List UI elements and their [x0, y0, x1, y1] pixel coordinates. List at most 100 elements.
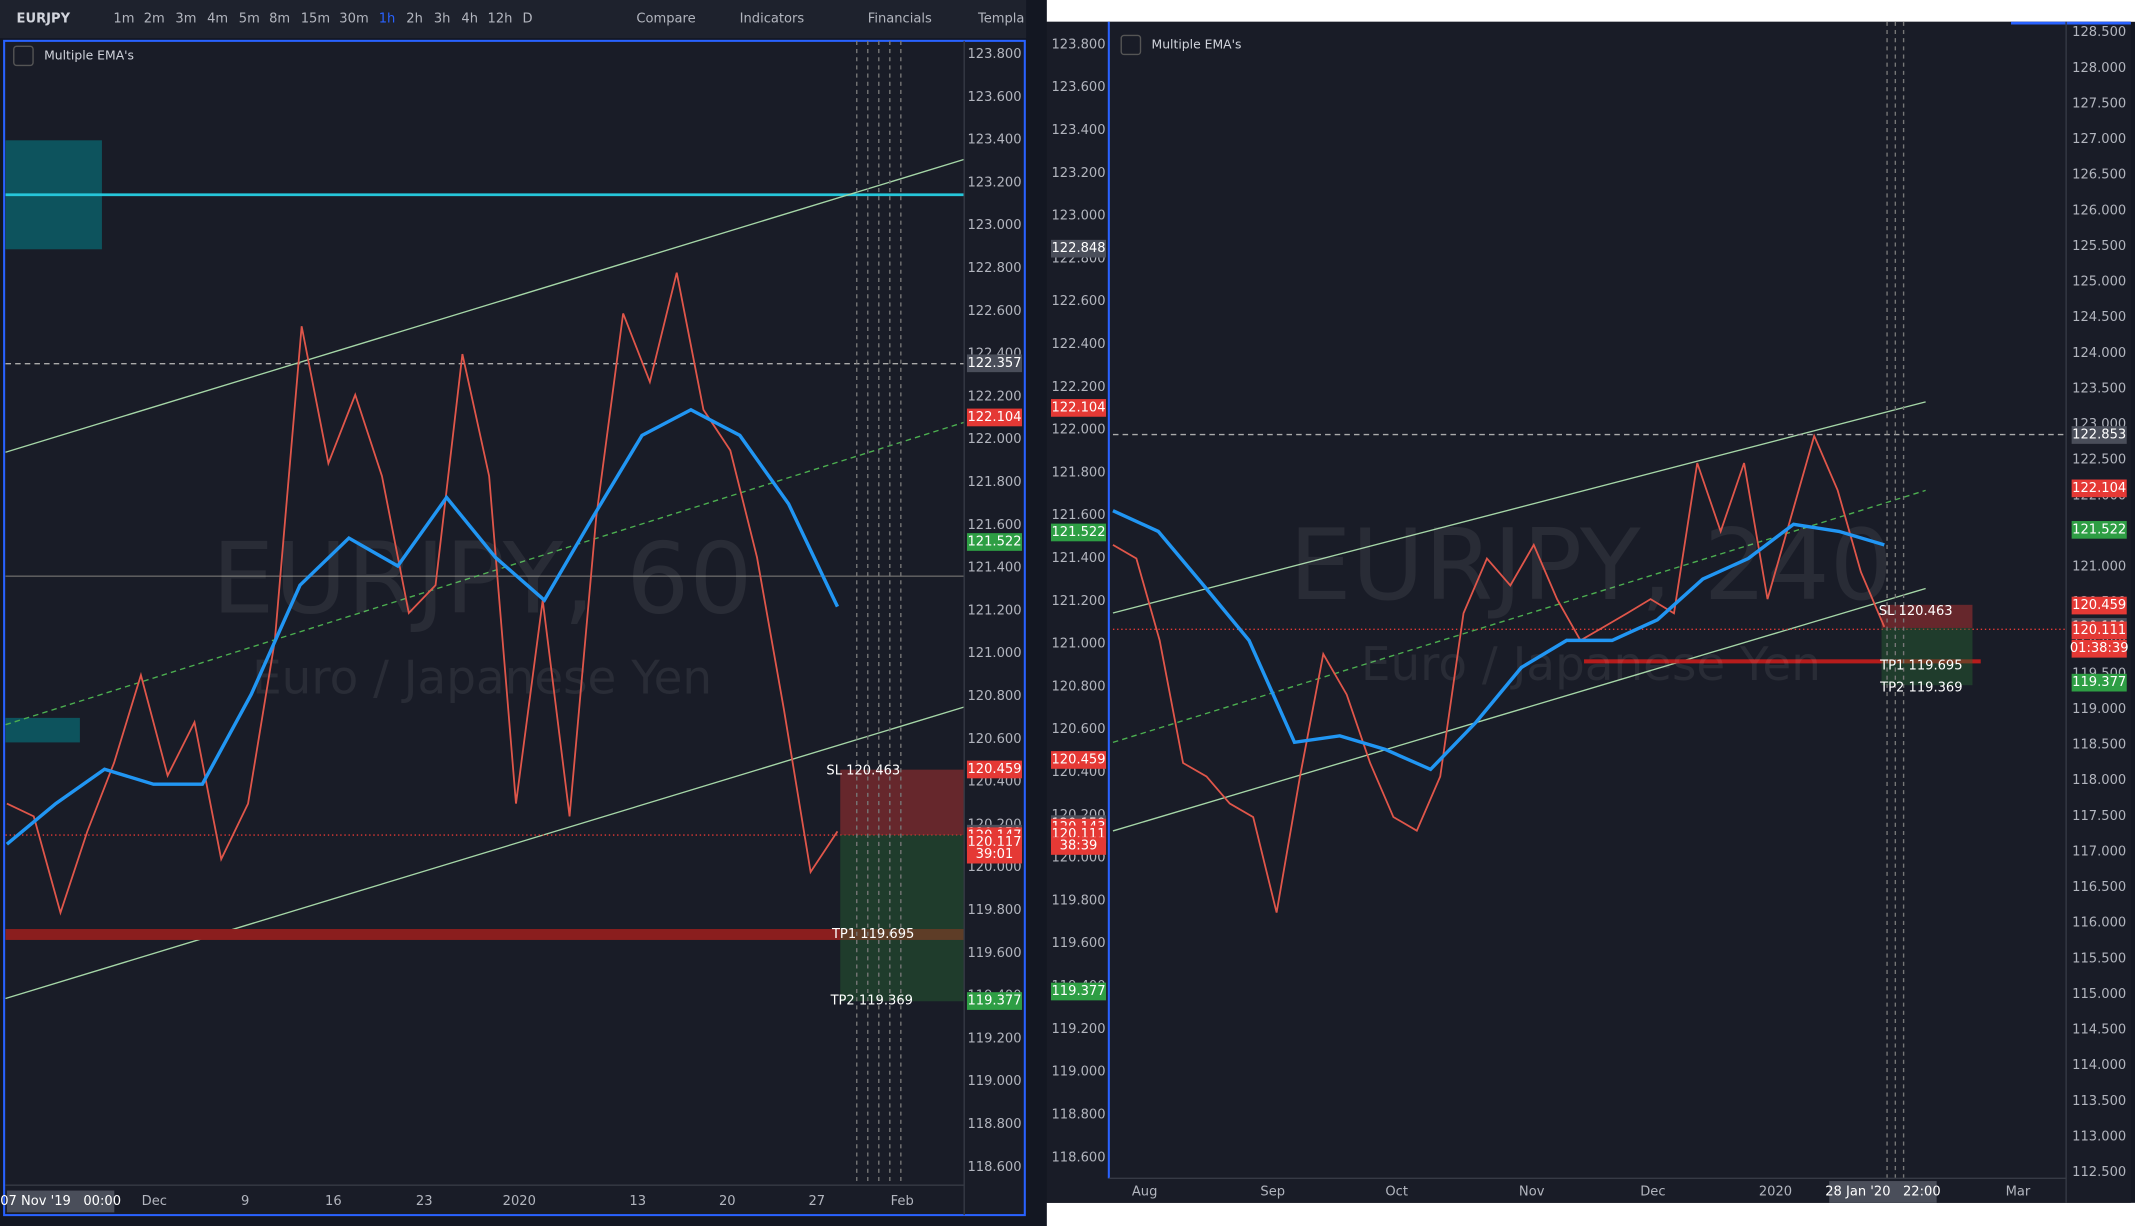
x-tick-label: 16	[325, 1194, 342, 1209]
symbol[interactable]: EURJPY	[17, 12, 71, 27]
y-tick-label: 126.000	[2072, 203, 2126, 218]
interval-button[interactable]: 2m	[144, 12, 165, 27]
zone-box	[5, 717, 80, 743]
interval-button[interactable]: 3m	[175, 12, 196, 27]
interval-button[interactable]: 3h	[434, 12, 451, 27]
price-label: 122.357	[967, 356, 1021, 371]
price-label-box	[966, 533, 1023, 551]
interval-button[interactable]: 2h	[406, 12, 423, 27]
price-label-box	[2071, 673, 2127, 692]
y-tick-label: 121.800	[967, 475, 1021, 490]
y-tick-label: 116.500	[2072, 880, 2126, 895]
countdown-box	[2071, 639, 2127, 658]
y-tick-label: 119.600	[967, 946, 1021, 961]
price-label: 119.377	[1051, 984, 1105, 999]
y-tick-label: 117.000	[2072, 845, 2126, 860]
price-label-box	[966, 992, 1023, 1010]
y-tick-label: 118.600	[1051, 1150, 1105, 1165]
y-tick-label: 113.000	[2072, 1130, 2126, 1145]
y-tick-label: 120.600	[967, 732, 1021, 747]
y-tick-label: 123.400	[1051, 123, 1105, 138]
cursor-date: 07 Nov '19 00:00	[0, 1194, 121, 1209]
price-line	[6, 272, 839, 916]
y-tick-label: 114.000	[2072, 1058, 2126, 1073]
price-label: 120.459	[2072, 598, 2126, 613]
support-band	[1584, 659, 1981, 664]
top-strip	[1046, 0, 2135, 22]
order-label: TP1 119.695	[1879, 659, 1962, 674]
toolbar-button[interactable]: Financials	[868, 12, 932, 27]
y-tick-label: 121.000	[967, 646, 1021, 661]
y-tick-label: 118.000	[2072, 773, 2126, 788]
price-label: 119.377	[2072, 675, 2126, 690]
y-tick-label: 118.600	[967, 1160, 1021, 1175]
y-tick-label: 123.400	[967, 133, 1021, 148]
y-tick-label: 120.400	[1051, 765, 1105, 780]
y-tick-label: 121.000	[1051, 637, 1105, 652]
x-tick-label: Dec	[1640, 1184, 1665, 1199]
toolbar-button[interactable]: Compare	[636, 12, 695, 27]
x-tick-label: 27	[808, 1194, 825, 1209]
toolbar-button[interactable]: Templa	[977, 12, 1024, 27]
price-label: 122.848	[1051, 241, 1105, 256]
interval-button[interactable]: 12h	[488, 12, 513, 27]
price-label: 122.104	[2072, 481, 2126, 496]
price-label: 122.853	[2072, 428, 2126, 443]
countdown: 39:01	[976, 847, 1014, 862]
price-label: 119.377	[967, 994, 1021, 1009]
toolbar-button[interactable]: Indicators	[740, 12, 805, 27]
countdown: 01:38:39	[2070, 641, 2129, 656]
price-label: 120.111	[2072, 623, 2126, 638]
interval-button[interactable]: 4h	[461, 12, 478, 27]
interval-button[interactable]: 1m	[113, 12, 134, 27]
x-tick-label: Feb	[891, 1194, 914, 1209]
order-label: TP2 119.369	[830, 994, 913, 1009]
y-tick-label: 123.800	[1051, 37, 1105, 52]
interval-button[interactable]: 8m	[269, 12, 290, 27]
interval-button[interactable]: 5m	[239, 12, 260, 27]
countdown: 38:39	[1060, 839, 1098, 854]
countdown-box	[1050, 837, 1107, 855]
indicator-toggle[interactable]	[13, 45, 34, 67]
trend-line	[1112, 489, 1926, 744]
interval-button[interactable]: 1h	[379, 12, 396, 27]
y-tick-label: 119.800	[1051, 894, 1105, 909]
trend-line	[1112, 587, 1926, 832]
indicator-toggle[interactable]	[1120, 34, 1142, 56]
cursor-date-box	[1829, 1181, 1937, 1203]
price-label-box	[2071, 621, 2127, 640]
y-tick-label: 126.500	[2072, 168, 2126, 183]
y-tick-label: 122.200	[967, 389, 1021, 404]
price-label: 121.522	[1051, 525, 1105, 540]
y-tick-label: 119.200	[967, 1031, 1021, 1046]
y-tick-label: 118.500	[2072, 738, 2126, 753]
interval-button[interactable]: 4m	[207, 12, 228, 27]
indicator-name: Multiple EMA's	[44, 48, 134, 62]
y-tick-label: 122.400	[1051, 337, 1105, 352]
y-tick-label: 118.800	[967, 1117, 1021, 1132]
interval-button[interactable]: 30m	[339, 12, 368, 27]
y-tick-label: 113.500	[2072, 1094, 2126, 1109]
y-tick-label: 123.600	[967, 90, 1021, 105]
y-tick-label: 120.400	[967, 775, 1021, 790]
interval-button[interactable]: D	[523, 12, 533, 27]
cursor-date-box	[6, 1190, 115, 1213]
interval-button[interactable]: 15m	[301, 12, 330, 27]
price-label-box	[1050, 399, 1107, 417]
session-lines	[856, 40, 902, 1186]
x-tick-label: Oct	[1385, 1184, 1408, 1199]
price-label-box	[1050, 982, 1107, 1001]
bottom-strip	[1046, 1202, 2135, 1226]
y-tick-label: 122.200	[1051, 380, 1105, 395]
y-tick-label: 121.200	[1051, 594, 1105, 609]
price-label-box	[1050, 239, 1107, 258]
left-chart-panel	[3, 39, 1026, 1217]
y-tick-label: 124.500	[2072, 310, 2126, 325]
cursor-date: 28 Jan '20 22:00	[1825, 1184, 1940, 1199]
take-profit-zone	[1881, 627, 1973, 686]
y-tick-label: 122.600	[1051, 294, 1105, 309]
y-tick-label: 115.500	[2072, 951, 2126, 966]
price-label-box	[1050, 751, 1107, 769]
